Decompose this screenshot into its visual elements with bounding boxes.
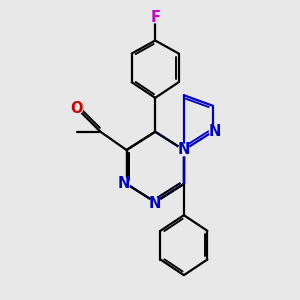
Circle shape — [149, 11, 161, 23]
Text: F: F — [150, 10, 160, 25]
Text: N: N — [178, 142, 190, 158]
Circle shape — [71, 103, 83, 114]
Circle shape — [209, 126, 221, 137]
Circle shape — [118, 178, 130, 190]
Text: O: O — [71, 101, 83, 116]
Circle shape — [178, 144, 190, 156]
Text: N: N — [209, 124, 221, 139]
Circle shape — [149, 198, 161, 209]
Text: N: N — [149, 196, 161, 211]
Text: N: N — [118, 176, 130, 191]
